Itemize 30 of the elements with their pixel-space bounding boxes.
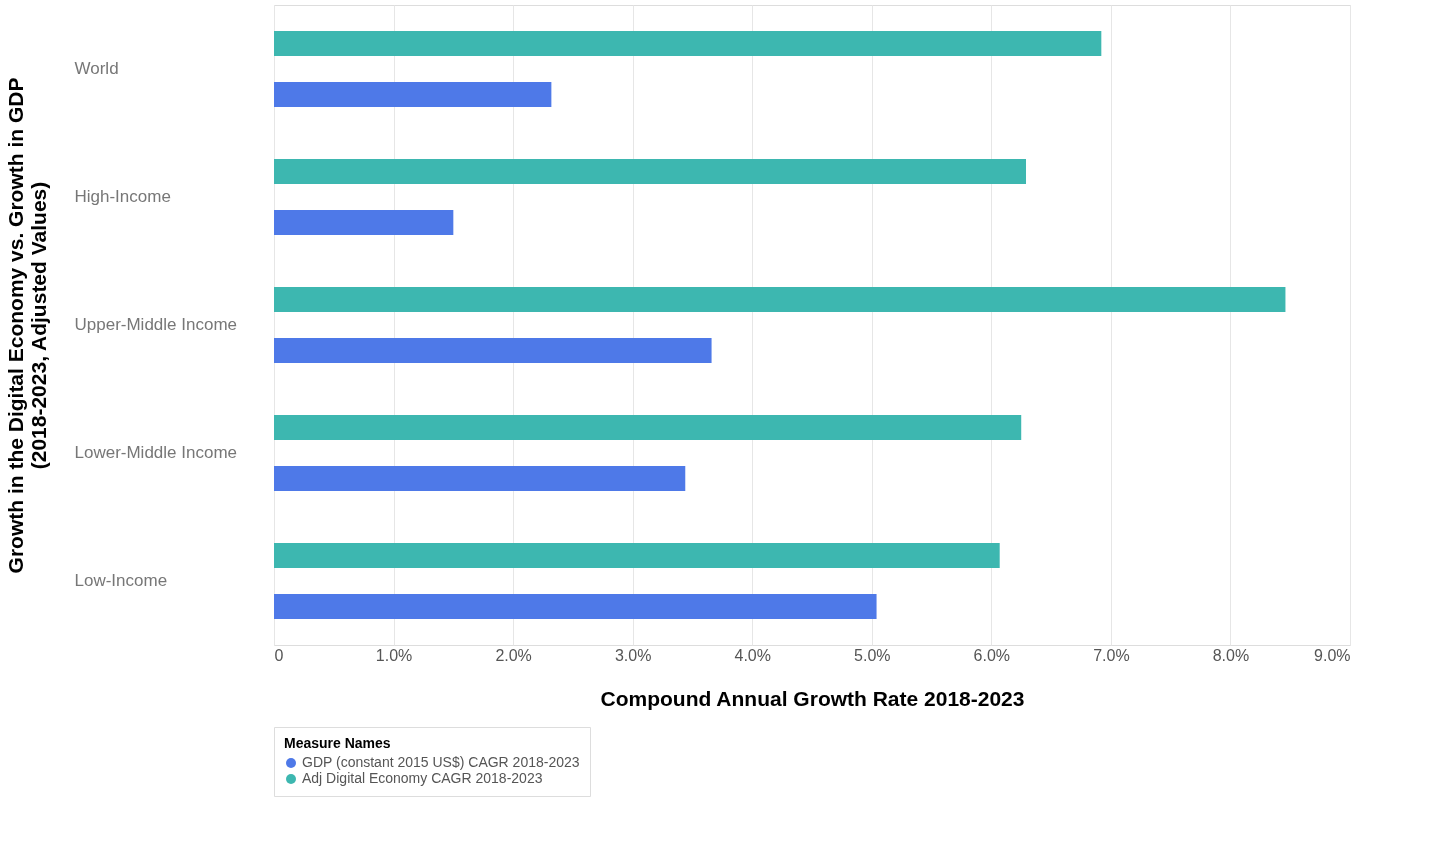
y-axis-title: Growth in the Digital Economy vs. Growth in GDP (2018-2023, Adjusted Values): [3, 77, 50, 574]
x-tick-label: 0: [274, 646, 284, 664]
x-axis-title: Compound Annual Growth Rate 2018-2023: [600, 686, 1025, 710]
bar: [274, 286, 1286, 312]
x-tick-label: 6.0%: [973, 646, 1011, 664]
y-tick-label: World: [74, 59, 119, 78]
x-tick-label: 1.0%: [375, 646, 413, 664]
x-tick-label: 3.0%: [614, 646, 652, 664]
bar: [274, 594, 877, 620]
y-tick-label: Lower-Middle Income: [74, 443, 238, 462]
legend-title: Measure Names: [284, 735, 391, 751]
y-tick-label: High-Income: [74, 187, 171, 206]
x-tick-label: 5.0%: [854, 646, 891, 664]
legend-label: Adj Digital Economy CAGR 2018-2023: [302, 770, 543, 786]
legend-label: GDP (constant 2015 US$) CAGR 2018-2023: [302, 754, 580, 770]
bar: [274, 466, 686, 492]
y-tick-label: Upper-Middle Income: [74, 315, 238, 334]
y-tick-label: Low-Income: [74, 571, 168, 590]
x-tick-label: 9.0%: [1314, 646, 1351, 664]
bar: [274, 542, 1000, 568]
bar: [274, 210, 454, 236]
x-tick-label: 2.0%: [495, 646, 532, 664]
x-tick-label: 8.0%: [1212, 646, 1250, 664]
bar: [274, 82, 552, 108]
bar: [274, 338, 712, 364]
bar: [274, 30, 1102, 56]
x-tick-label: 7.0%: [1093, 646, 1130, 664]
bar: [274, 158, 1026, 184]
bar: [274, 414, 1022, 440]
x-tick-label: 4.0%: [734, 646, 771, 664]
